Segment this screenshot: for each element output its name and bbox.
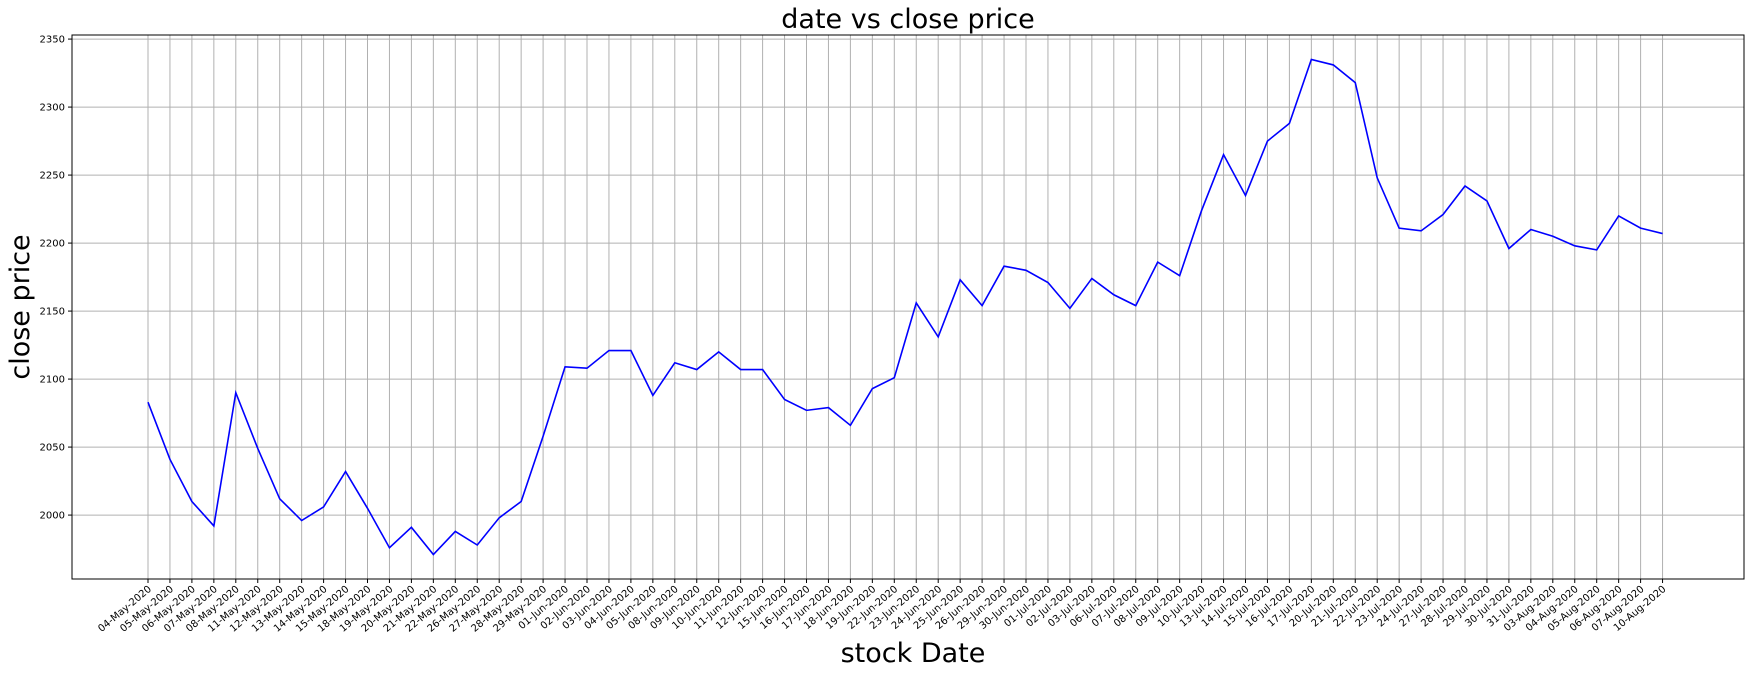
- y-tick-label: 2050: [40, 443, 65, 454]
- chart-title: date vs close price: [781, 4, 1034, 35]
- y-tick-label: 2350: [40, 35, 65, 46]
- y-tick-label: 2150: [40, 307, 65, 318]
- close-price-line: [147, 58, 1663, 556]
- grid-lines: [72, 35, 1744, 579]
- y-axis: 2000 2050 2100 2150 2200 2250 2300 2350: [40, 35, 72, 522]
- y-tick-label: 2250: [40, 171, 65, 182]
- x-axis-label: stock Date: [841, 638, 986, 669]
- x-axis: 04-May-202005-May-202006-May-202007-May-…: [96, 579, 1668, 635]
- plot-frame: [71, 34, 1745, 580]
- y-tick-label: 2300: [40, 103, 65, 114]
- y-tick-label: 2100: [40, 375, 65, 386]
- y-axis-label: close price: [5, 234, 36, 379]
- y-tick-label: 2000: [40, 511, 65, 522]
- y-tick-label: 2200: [40, 239, 65, 250]
